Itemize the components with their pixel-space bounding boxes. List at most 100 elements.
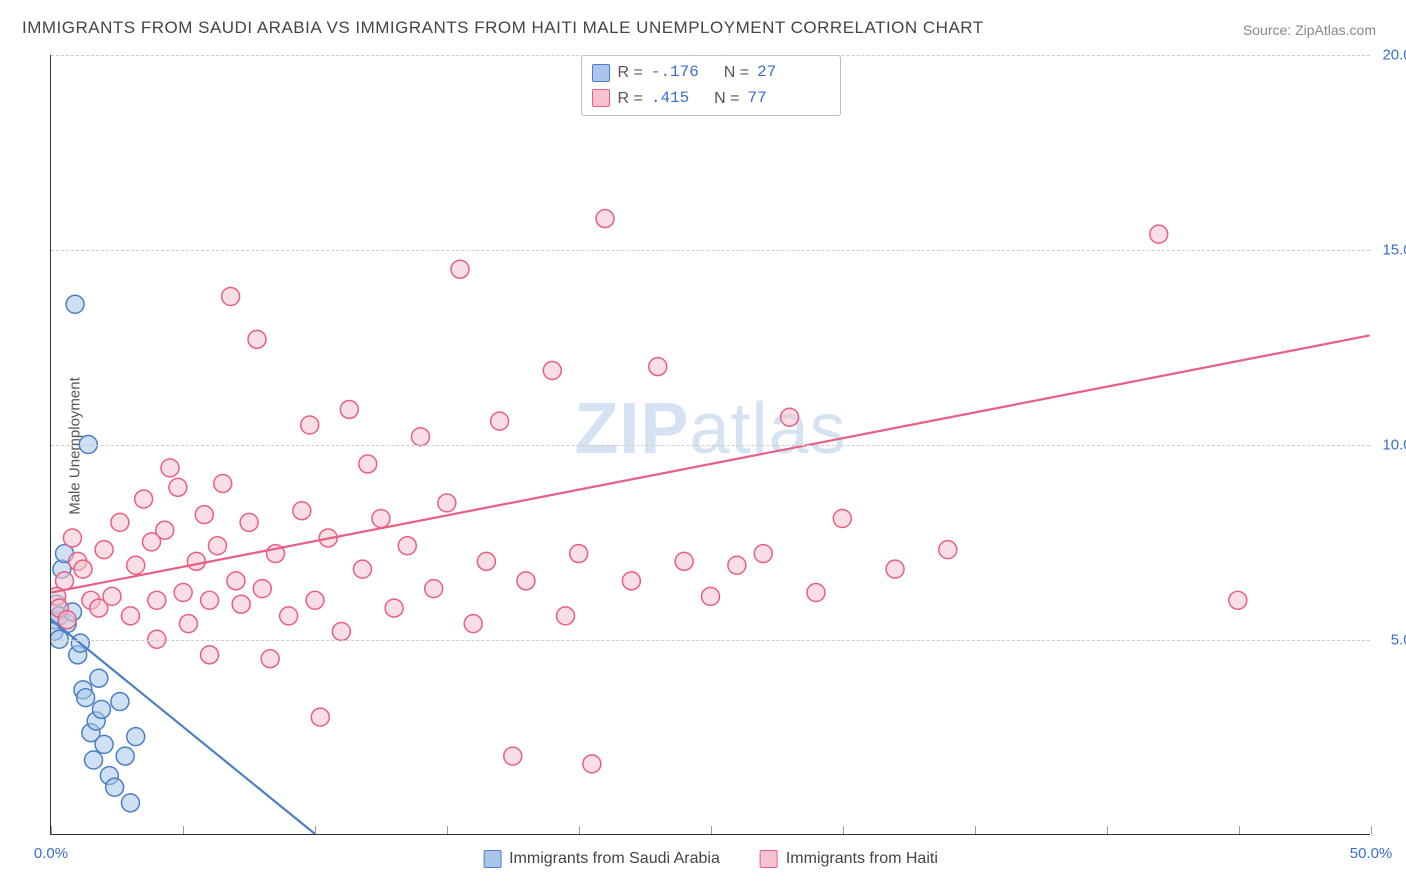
data-point-haiti (319, 529, 337, 547)
y-tick-label: 5.0% (1391, 632, 1406, 649)
data-point-saudi (69, 646, 87, 664)
data-point-haiti (201, 646, 219, 664)
watermark-zip: ZIP (574, 389, 689, 469)
x-tick-label: 50.0% (1350, 845, 1393, 862)
series-legend-item-haiti: Immigrants from Haiti (760, 850, 938, 868)
data-point-haiti (1150, 225, 1168, 243)
data-point-haiti (161, 459, 179, 477)
x-tick-mark (1371, 826, 1372, 834)
data-point-haiti (332, 622, 350, 640)
data-point-haiti (570, 545, 588, 563)
source-name: ZipAtlas.com (1295, 22, 1376, 38)
data-point-haiti (174, 584, 192, 602)
n-value: 27 (757, 60, 776, 86)
data-point-haiti (939, 541, 957, 559)
x-tick-mark (711, 826, 712, 834)
data-point-haiti (359, 455, 377, 473)
data-point-haiti (622, 572, 640, 590)
data-point-saudi (51, 595, 66, 613)
data-point-haiti (702, 587, 720, 605)
data-point-haiti (214, 474, 232, 492)
data-point-haiti (63, 529, 81, 547)
data-point-haiti (886, 560, 904, 578)
series-legend-item-saudi: Immigrants from Saudi Arabia (483, 850, 720, 868)
data-point-haiti (240, 513, 258, 531)
data-point-haiti (411, 428, 429, 446)
data-point-haiti (293, 502, 311, 520)
data-point-saudi (58, 615, 76, 633)
data-point-saudi (66, 295, 84, 313)
x-tick-mark (183, 826, 184, 834)
watermark-atlas: atlas (689, 389, 846, 469)
data-point-haiti (353, 560, 371, 578)
data-point-haiti (477, 552, 495, 570)
gridline-h (51, 640, 1370, 641)
source-credit: Source: ZipAtlas.com (1243, 22, 1376, 38)
data-point-haiti (195, 506, 213, 524)
data-point-haiti (451, 260, 469, 278)
x-tick-mark (447, 826, 448, 834)
data-point-saudi (74, 681, 92, 699)
data-point-saudi (95, 735, 113, 753)
n-label: N = (724, 60, 749, 86)
data-point-saudi (63, 603, 81, 621)
data-point-saudi (53, 560, 71, 578)
data-point-saudi (85, 751, 103, 769)
data-point-haiti (74, 560, 92, 578)
legend-swatch-icon (592, 89, 610, 107)
data-point-haiti (398, 537, 416, 555)
data-point-haiti (82, 591, 100, 609)
gridline-h (51, 445, 1370, 446)
data-point-haiti (169, 478, 187, 496)
data-point-saudi (116, 747, 134, 765)
n-value: 77 (747, 86, 766, 112)
data-point-haiti (179, 615, 197, 633)
chart-title: IMMIGRANTS FROM SAUDI ARABIA VS IMMIGRAN… (22, 18, 984, 38)
data-point-haiti (56, 572, 74, 590)
data-point-haiti (148, 591, 166, 609)
data-point-haiti (227, 572, 245, 590)
data-point-haiti (208, 537, 226, 555)
data-point-haiti (306, 591, 324, 609)
x-tick-mark (51, 826, 52, 834)
data-point-saudi (87, 712, 105, 730)
trend-line-saudi (51, 620, 315, 834)
data-point-haiti (90, 599, 108, 617)
r-label: R = (618, 86, 643, 112)
legend-swatch-icon (592, 64, 610, 82)
y-tick-label: 10.0% (1382, 437, 1406, 454)
data-point-haiti (372, 510, 390, 528)
data-point-haiti (728, 556, 746, 574)
data-point-haiti (301, 416, 319, 434)
data-point-haiti (135, 490, 153, 508)
x-tick-label: 0.0% (34, 845, 68, 862)
trend-line-haiti (51, 335, 1369, 592)
data-point-saudi (100, 767, 118, 785)
x-tick-mark (1107, 826, 1108, 834)
data-point-haiti (517, 572, 535, 590)
data-point-haiti (556, 607, 574, 625)
series-legend-label: Immigrants from Haiti (786, 850, 938, 868)
r-label: R = (618, 60, 643, 86)
data-point-haiti (187, 552, 205, 570)
data-point-saudi (77, 689, 95, 707)
data-point-haiti (127, 556, 145, 574)
series-legend-label: Immigrants from Saudi Arabia (509, 850, 720, 868)
x-tick-mark (315, 826, 316, 834)
x-tick-mark (975, 826, 976, 834)
data-point-haiti (103, 587, 121, 605)
legend-row-haiti: R = .415 N = 77 (592, 86, 830, 112)
n-label: N = (714, 86, 739, 112)
r-value: .415 (651, 86, 689, 112)
series-legend: Immigrants from Saudi Arabia Immigrants f… (483, 850, 938, 868)
gridline-h (51, 55, 1370, 56)
legend-swatch-icon (483, 850, 501, 868)
data-point-haiti (156, 521, 174, 539)
r-value: -.176 (651, 60, 699, 86)
data-point-haiti (261, 650, 279, 668)
scatter-plot-area: ZIPatlas R =-.176 N =27R =.415 N =77 Imm… (50, 55, 1370, 835)
data-point-saudi (92, 700, 110, 718)
data-point-haiti (266, 545, 284, 563)
data-point-haiti (675, 552, 693, 570)
data-point-haiti (807, 584, 825, 602)
